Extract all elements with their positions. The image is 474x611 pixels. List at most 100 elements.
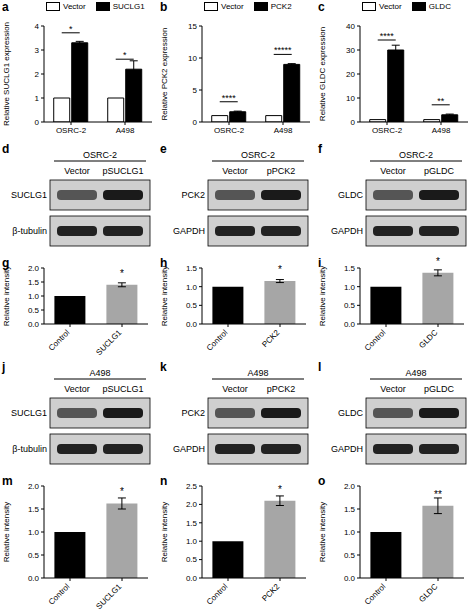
svg-text:pGLDC: pGLDC	[424, 166, 455, 176]
svg-text:2.5: 2.5	[186, 482, 198, 491]
svg-text:OSRC-2: OSRC-2	[56, 126, 87, 135]
svg-text:0.0: 0.0	[344, 320, 356, 329]
svg-text:OSRC-2: OSRC-2	[241, 150, 275, 160]
svg-text:2: 2	[35, 70, 40, 79]
svg-text:PCK2: PCK2	[181, 190, 205, 200]
svg-text:pGLDC: pGLDC	[424, 384, 455, 394]
svg-text:2.0: 2.0	[28, 482, 40, 491]
svg-text:30: 30	[346, 46, 355, 55]
svg-text:15: 15	[188, 22, 197, 31]
svg-text:*: *	[278, 484, 282, 495]
svg-text:1.0: 1.0	[344, 283, 356, 292]
svg-text:Relative intensity: Relative intensity	[318, 502, 327, 562]
svg-text:pSUCLG1: pSUCLG1	[102, 384, 143, 394]
svg-text:Relative SUCLG1 expression: Relative SUCLG1 expression	[8, 22, 11, 126]
svg-text:5: 5	[193, 86, 198, 95]
svg-text:Control: Control	[47, 328, 72, 353]
svg-text:SUCLG1: SUCLG1	[11, 190, 47, 200]
svg-text:1.5: 1.5	[28, 505, 40, 514]
svg-text:Relative intensity: Relative intensity	[160, 502, 169, 562]
svg-text:SUCLG1: SUCLG1	[94, 328, 123, 356]
svg-text:1.0: 1.0	[186, 283, 198, 292]
svg-text:Vector: Vector	[64, 166, 90, 176]
svg-text:Vector: Vector	[64, 384, 90, 394]
svg-text:****: ****	[222, 93, 237, 103]
svg-text:**: **	[437, 96, 445, 106]
svg-text:*: *	[120, 268, 124, 279]
svg-text:GAPDH: GAPDH	[173, 444, 205, 454]
svg-text:**: **	[434, 489, 442, 500]
svg-text:A498: A498	[247, 368, 268, 378]
svg-text:pPCK2: pPCK2	[267, 166, 296, 176]
svg-text:0: 0	[351, 118, 356, 127]
svg-text:20: 20	[346, 70, 355, 79]
svg-text:SUCLG1: SUCLG1	[11, 408, 47, 418]
svg-text:Control: Control	[47, 582, 72, 607]
svg-text:SUCLG1: SUCLG1	[94, 582, 123, 610]
svg-text:PCK2: PCK2	[260, 328, 282, 350]
svg-text:0: 0	[35, 118, 40, 127]
svg-text:0.0: 0.0	[186, 320, 198, 329]
svg-text:1: 1	[35, 94, 40, 103]
svg-text:Control: Control	[205, 328, 230, 353]
svg-text:1.5: 1.5	[344, 505, 356, 514]
svg-text:Vector: Vector	[222, 166, 248, 176]
svg-text:0.5: 0.5	[186, 301, 198, 310]
svg-text:Vector: Vector	[380, 166, 406, 176]
svg-text:Control: Control	[205, 582, 230, 607]
svg-text:0.5: 0.5	[344, 301, 356, 310]
svg-text:1.0: 1.0	[186, 537, 198, 546]
svg-text:2.0: 2.0	[344, 482, 356, 491]
svg-text:Relative intensity: Relative intensity	[318, 266, 327, 326]
svg-text:10: 10	[346, 94, 355, 103]
svg-text:1.0: 1.0	[28, 292, 40, 301]
svg-text:Relative intensity: Relative intensity	[8, 266, 11, 326]
svg-text:GLDC: GLDC	[417, 582, 439, 604]
svg-text:0.5: 0.5	[186, 555, 198, 564]
svg-text:1.0: 1.0	[344, 528, 356, 537]
svg-text:pPCK2: pPCK2	[267, 384, 296, 394]
svg-text:GLDC: GLDC	[338, 408, 364, 418]
svg-text:*: *	[278, 264, 282, 275]
svg-text:Relative intensity: Relative intensity	[8, 502, 11, 562]
svg-text:Vector: Vector	[222, 384, 248, 394]
svg-text:****: ****	[380, 31, 395, 41]
svg-text:0.0: 0.0	[186, 574, 198, 583]
svg-text:*: *	[436, 256, 440, 267]
svg-text:GAPDH: GAPDH	[331, 444, 363, 454]
svg-text:A498: A498	[405, 368, 426, 378]
svg-text:β-tubulin: β-tubulin	[12, 226, 47, 236]
svg-text:A498: A498	[116, 126, 135, 135]
svg-text:1.0: 1.0	[28, 528, 40, 537]
svg-text:A498: A498	[432, 126, 451, 135]
svg-text:*****: *****	[274, 45, 292, 55]
svg-text:*: *	[123, 50, 127, 60]
svg-text:GLDC: GLDC	[338, 190, 364, 200]
svg-text:1.5: 1.5	[28, 278, 40, 287]
svg-text:PCK2: PCK2	[260, 582, 282, 604]
svg-text:0.0: 0.0	[28, 574, 40, 583]
svg-text:4: 4	[35, 22, 40, 31]
svg-text:Relative PCK2 expression: Relative PCK2 expression	[160, 28, 169, 121]
svg-text:0.0: 0.0	[28, 320, 40, 329]
svg-text:GAPDH: GAPDH	[173, 226, 205, 236]
svg-text:0.5: 0.5	[28, 306, 40, 315]
svg-text:Control: Control	[363, 582, 388, 607]
svg-text:*: *	[69, 24, 73, 34]
svg-text:pSUCLG1: pSUCLG1	[102, 166, 143, 176]
svg-text:OSRC-2: OSRC-2	[83, 150, 117, 160]
svg-text:GAPDH: GAPDH	[331, 226, 363, 236]
svg-text:0.5: 0.5	[28, 551, 40, 560]
svg-text:β-tubulin: β-tubulin	[12, 444, 47, 454]
svg-text:3: 3	[35, 46, 40, 55]
svg-text:A498: A498	[274, 126, 293, 135]
svg-text:0: 0	[193, 118, 198, 127]
svg-text:40: 40	[346, 22, 355, 31]
svg-text:1.5: 1.5	[186, 519, 198, 528]
svg-text:2.0: 2.0	[186, 500, 198, 509]
svg-text:0.0: 0.0	[344, 574, 356, 583]
svg-text:Relative GLDC expression: Relative GLDC expression	[318, 27, 327, 121]
svg-text:0.5: 0.5	[344, 551, 356, 560]
svg-text:1.5: 1.5	[344, 264, 356, 273]
svg-text:OSRC-2: OSRC-2	[399, 150, 433, 160]
